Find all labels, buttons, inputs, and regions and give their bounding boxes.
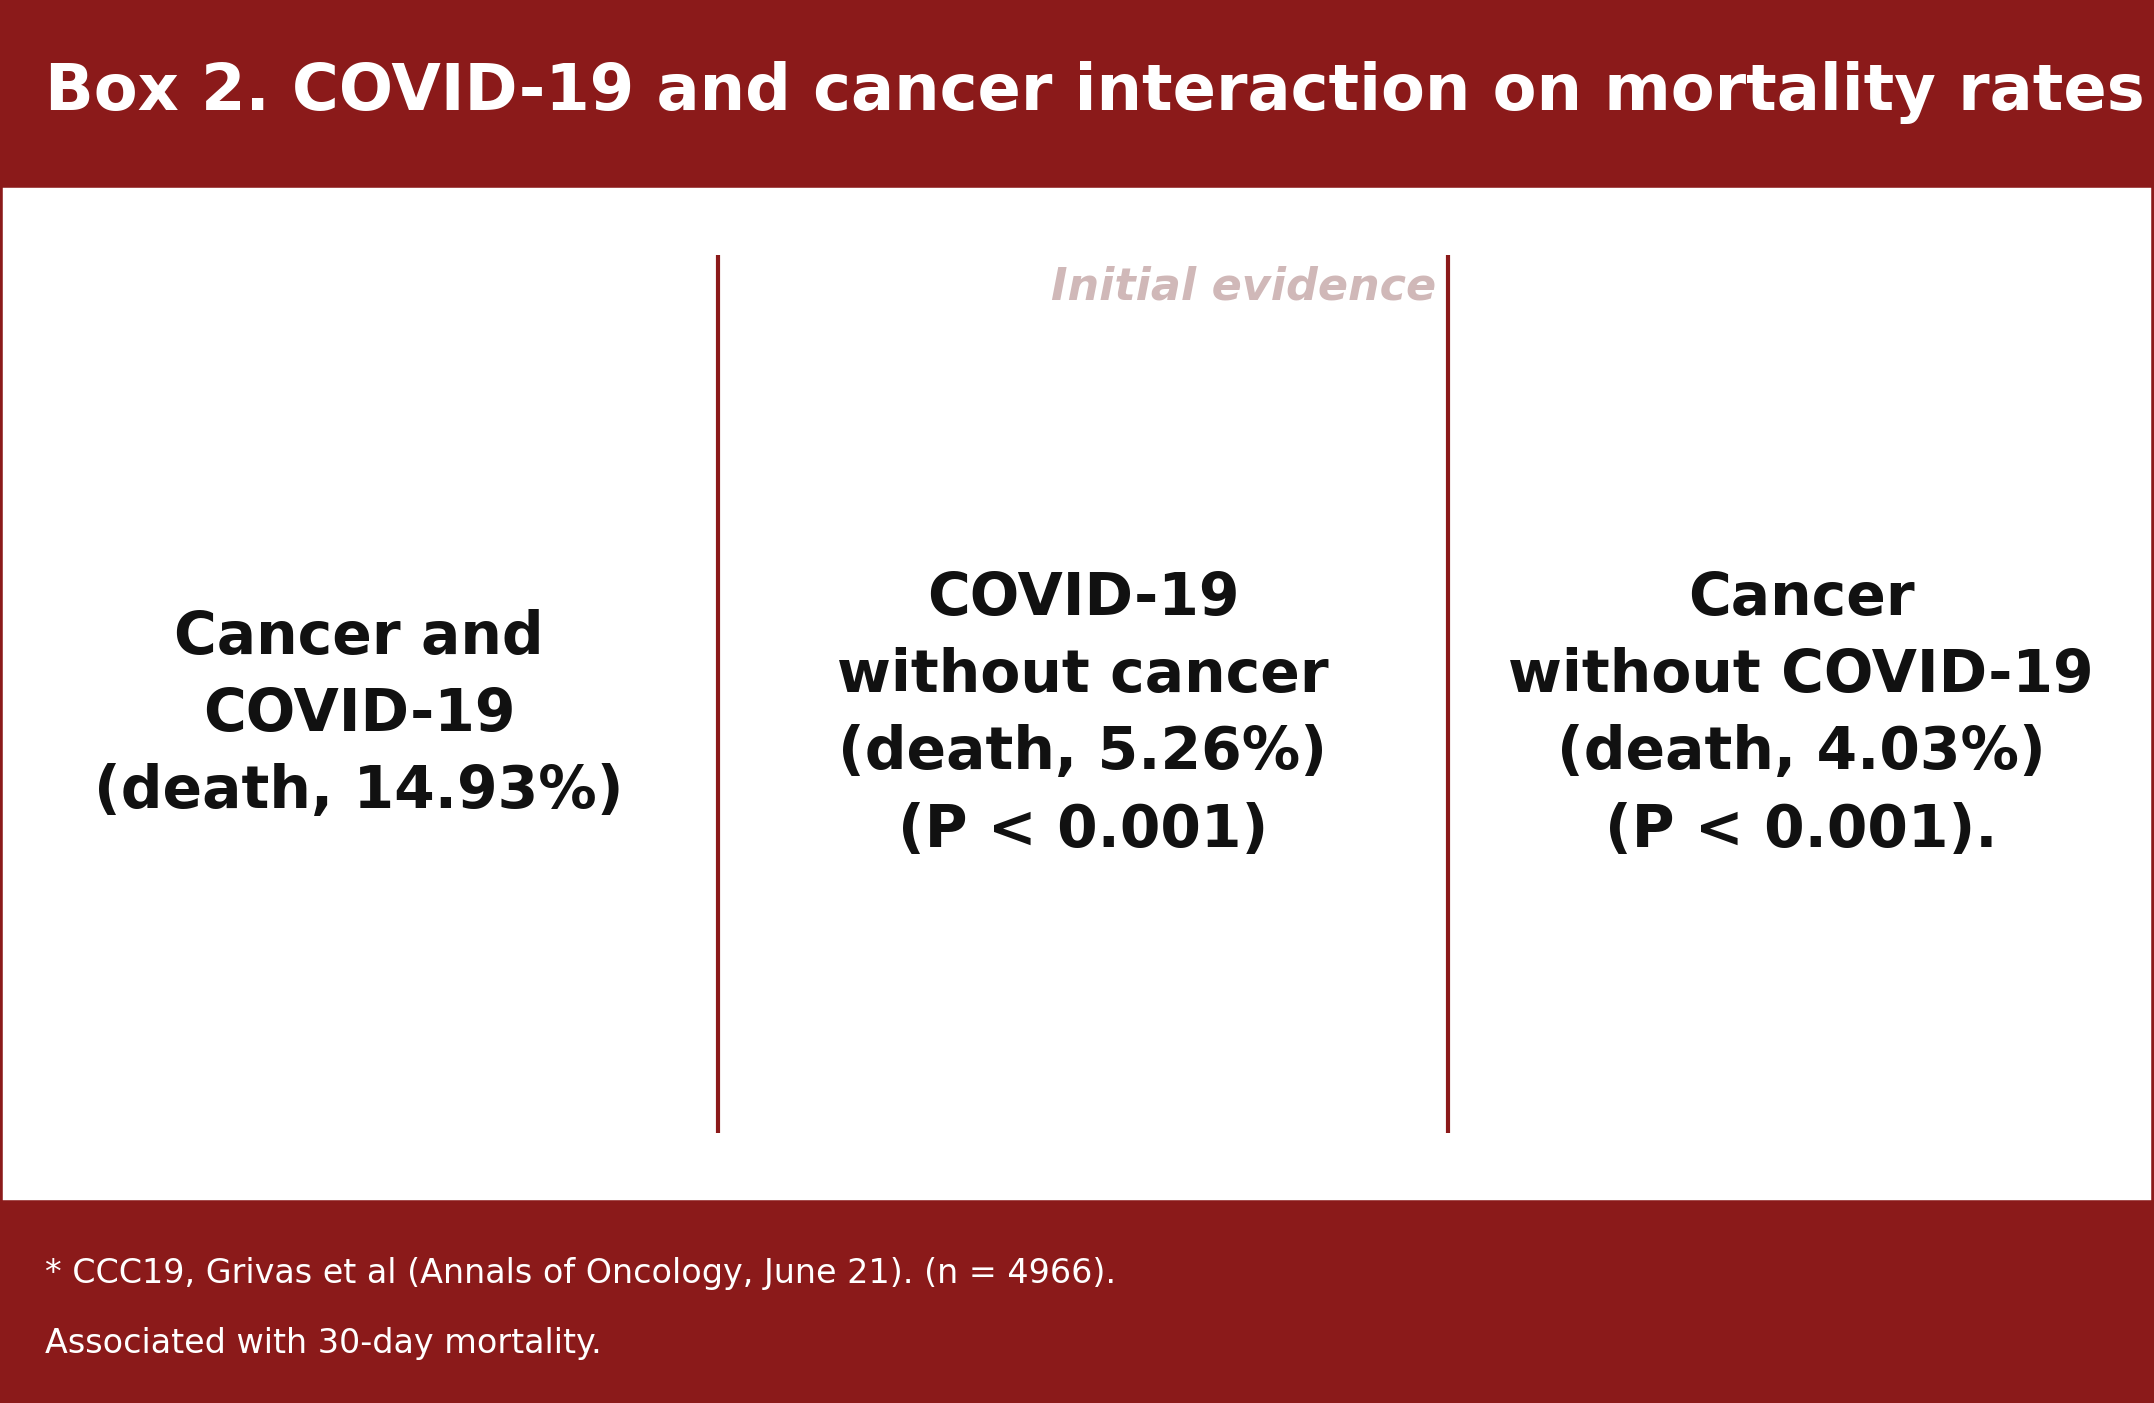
Bar <box>0 1202 2154 1403</box>
Bar <box>0 185 2154 1202</box>
Text: Cancer and
COVID-19
(death, 14.93%): Cancer and COVID-19 (death, 14.93%) <box>95 609 625 821</box>
Bar <box>0 185 2154 1202</box>
Text: Cancer
without COVID-19
(death, 4.03%)
(P < 0.001).: Cancer without COVID-19 (death, 4.03%) (… <box>1508 570 2094 859</box>
Text: COVID-19
without cancer
(death, 5.26%)
(P < 0.001): COVID-19 without cancer (death, 5.26%) (… <box>838 570 1329 859</box>
Text: Box 2. COVID-19 and cancer interaction on mortality rates: Box 2. COVID-19 and cancer interaction o… <box>45 60 2145 123</box>
Text: Associated with 30-day mortality.: Associated with 30-day mortality. <box>45 1326 601 1360</box>
Text: Initial evidence: Initial evidence <box>1051 265 1437 309</box>
Text: * CCC19, Grivas et al (Annals of Oncology, June 21). (n = 4966).: * CCC19, Grivas et al (Annals of Oncolog… <box>45 1257 1116 1289</box>
Bar <box>0 0 2154 185</box>
